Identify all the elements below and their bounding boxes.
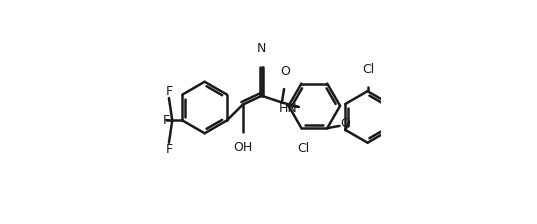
Text: O: O (340, 117, 350, 130)
Text: Cl: Cl (297, 142, 310, 155)
Text: HN: HN (279, 101, 297, 115)
Text: N: N (257, 42, 266, 56)
Text: Cl: Cl (362, 62, 375, 75)
Text: O: O (280, 65, 290, 78)
Text: F: F (165, 85, 172, 98)
Text: OH: OH (233, 141, 252, 154)
Text: F: F (165, 143, 172, 156)
Text: F: F (162, 114, 170, 127)
